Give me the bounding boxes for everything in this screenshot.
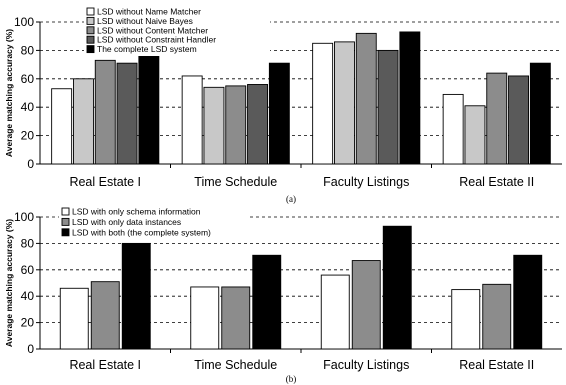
panel-b-bar [121, 242, 151, 350]
panel-a-bar [94, 59, 116, 165]
panel-a-bar [268, 62, 290, 165]
panel-a-y-tick-label: 100 [14, 15, 34, 29]
panel-b-y-tick-label: 60 [21, 263, 35, 277]
panel-b-y-tick-label: 80 [21, 236, 35, 250]
panel-a-legend-background [84, 6, 270, 56]
panel-b-legend-swatch [61, 207, 70, 216]
panel-a-x-tick-label: Time Schedule [194, 175, 277, 189]
panel-a-legend-swatch [86, 45, 95, 54]
panel-b-bar [513, 254, 543, 350]
panel-b-x-tick-label: Real Estate I [69, 358, 141, 372]
panel-a-bar [529, 62, 551, 165]
panel-a-legend-label: LSD without Naive Bayes [97, 16, 193, 26]
panel-a-bar [355, 32, 377, 165]
panel-b-bar [221, 286, 251, 350]
panel-b-legend-label: LSD with only data instances [72, 217, 181, 227]
panel-b-legend-label: LSD with only schema information [72, 207, 201, 217]
panel-b-y-tick-label: 100 [14, 210, 34, 224]
panel-a-y-tick-label: 40 [21, 100, 35, 114]
panel-a-bar [138, 49, 160, 165]
panel-a-bar [377, 49, 399, 165]
panel-b-y-tick-label: 20 [21, 316, 35, 330]
panel-a-bar [181, 75, 203, 165]
panel-b-bar [382, 225, 412, 350]
panel-a-bar [312, 42, 334, 165]
panel-b-x-tick-label: Time Schedule [194, 358, 277, 372]
panel-a-y-axis-title: Average matching accuracy (%) [4, 29, 14, 157]
panel-b-bar [320, 274, 350, 350]
panel-a-bar [399, 31, 421, 165]
panel-a-x-tick-label: Real Estate I [69, 175, 141, 189]
panel-a-x-tick-label: Faculty Listings [323, 175, 409, 189]
panel-a-legend-label: LSD without Name Matcher [97, 7, 201, 17]
panel-a-y-tick-label: 80 [21, 43, 35, 57]
panel-a-legend-label: LSD without Constraint Handler [97, 35, 216, 45]
panel-a-bar [116, 62, 138, 165]
panel-a-y-tick-label: 60 [21, 72, 35, 86]
panel-a-bar [247, 84, 269, 165]
panel-b-y-axis-title: Average matching accuracy (%) [4, 219, 14, 347]
panel-b-legend-background [59, 206, 247, 239]
panel-a-bar [442, 93, 464, 165]
panel-b-bar [190, 286, 220, 350]
panel-b-bar [252, 254, 282, 350]
panel-b-x-tick-label: Faculty Listings [323, 358, 409, 372]
panel-b-legend-label: LSD with both (the complete system) [72, 227, 211, 237]
panel-a-bar [486, 72, 508, 165]
panel-b-bar [451, 289, 481, 350]
panel-a-legend-swatch [86, 35, 95, 44]
panel-b-bar [482, 283, 512, 350]
panel-a-legend-swatch [86, 16, 95, 25]
panel-a-caption: (a) [286, 194, 296, 204]
panel-b-bar [59, 287, 89, 350]
panel-a-legend-label: LSD without Content Matcher [97, 25, 208, 35]
panel-a-bar [464, 105, 486, 165]
panel-b-caption: (b) [286, 374, 297, 384]
panel-b-y-tick-label: 0 [27, 342, 34, 356]
panel-b-legend-swatch [61, 228, 70, 237]
panel-a-legend-swatch [86, 7, 95, 16]
panel-a-y-tick-label: 20 [21, 129, 35, 143]
panel-a-legend-swatch [86, 26, 95, 35]
panel-a-y-tick-label: 0 [27, 157, 34, 171]
panel-b-legend-swatch [61, 217, 70, 226]
panel-b-y-tick-label: 40 [21, 289, 35, 303]
panel-b-x-tick-label: Real Estate II [459, 358, 534, 372]
panel-a-legend-label: The complete LSD system [97, 44, 197, 54]
panel-a-bar [51, 88, 73, 165]
panel-b-bar [90, 281, 120, 350]
panel-a-bar [508, 75, 529, 165]
panel-a-bar [203, 86, 225, 165]
panel-a-x-tick-label: Real Estate II [459, 175, 534, 189]
panel-a-bar [225, 85, 247, 165]
panel-a-bar [334, 41, 355, 165]
panel-b-bar [351, 260, 381, 350]
panel-a-bar [72, 78, 94, 165]
